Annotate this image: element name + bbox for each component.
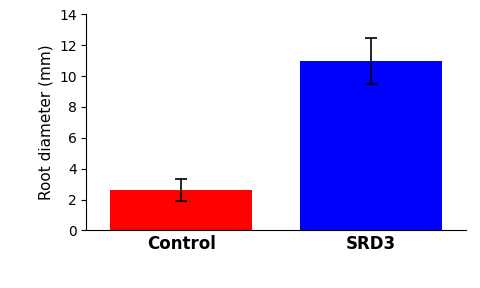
Bar: [300, 61, 442, 230]
Y-axis label: Root diameter (mm): Root diameter (mm): [38, 45, 53, 200]
Bar: [110, 190, 252, 230]
